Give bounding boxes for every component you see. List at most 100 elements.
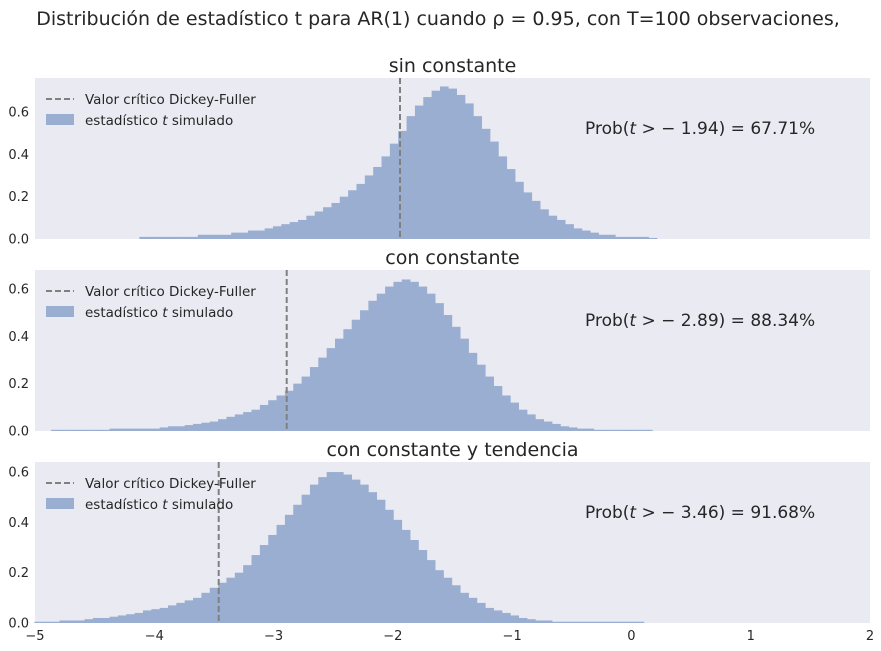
- histogram-bar: [314, 211, 324, 239]
- histogram-bar: [234, 414, 244, 431]
- histogram-bar: [615, 236, 624, 239]
- histogram-bar: [84, 429, 94, 431]
- histogram-bar: [485, 376, 494, 431]
- histogram-bar: [473, 116, 483, 239]
- histogram-bar: [218, 419, 227, 431]
- histogram-bar: [502, 612, 511, 623]
- histogram-bar: [535, 419, 545, 431]
- histogram-bar: [226, 416, 236, 431]
- y-tick-label: 0.4: [8, 330, 29, 345]
- probability-annotation: Prob(t > − 3.46) = 91.68%: [585, 503, 815, 523]
- histogram-bar: [159, 607, 169, 623]
- histogram-bar: [493, 386, 503, 431]
- histogram-bar: [510, 402, 520, 431]
- histogram-bar: [201, 592, 211, 623]
- histogram-bar: [401, 529, 411, 623]
- histogram-bar: [309, 484, 319, 623]
- histogram-bar: [318, 357, 327, 431]
- histogram-bar: [101, 429, 110, 431]
- histogram-bar: [518, 617, 528, 623]
- histogram-bar: [568, 427, 578, 431]
- histogram-bar: [481, 128, 491, 239]
- histogram-bar: [193, 423, 202, 431]
- histogram-bar: [276, 395, 286, 431]
- y-tick-label: 0.2: [8, 190, 29, 205]
- histogram-bar: [272, 226, 282, 239]
- histogram-bar: [59, 620, 69, 623]
- subplot-1: sin constante 0.0 0.2 0.4 0.6 Valor crítico D…: [8, 55, 870, 248]
- histogram-bar: [460, 592, 469, 623]
- legend-label: estadístico t simulado: [85, 305, 233, 321]
- histogram-bar: [568, 621, 578, 623]
- histogram-bar: [531, 200, 541, 239]
- histogram-bar: [515, 181, 524, 239]
- histogram-bar: [92, 429, 102, 431]
- histogram-bar: [627, 429, 636, 431]
- histogram-bar: [218, 582, 227, 623]
- histogram-bar: [264, 228, 274, 239]
- histogram-bar: [259, 404, 269, 431]
- histogram-bar: [565, 224, 574, 239]
- histogram-bar: [139, 236, 149, 239]
- histogram-bar: [298, 219, 307, 239]
- x-tick-label: −5: [25, 629, 44, 644]
- histogram-bar: [506, 169, 516, 239]
- histogram-bar: [151, 609, 160, 623]
- histogram-bar: [627, 621, 636, 623]
- histogram-bar: [76, 620, 85, 623]
- figure-title: Distribución de estadístico t para AR(1)…: [36, 8, 840, 30]
- histogram-bar: [172, 236, 182, 239]
- histogram-bar: [443, 314, 453, 431]
- histogram-bar: [301, 376, 311, 431]
- subplots: sin constante 0.0 0.2 0.4 0.6 Valor crítico D…: [8, 55, 874, 644]
- histogram-bar: [443, 577, 453, 623]
- histogram-bar: [335, 338, 344, 431]
- histogram-bar: [243, 412, 252, 431]
- histogram-bar: [206, 234, 215, 239]
- histogram-bar: [485, 607, 494, 623]
- histogram-bar: [134, 428, 144, 431]
- subplot-title: con constante y tendencia: [326, 439, 578, 461]
- histogram-bar: [222, 234, 232, 239]
- histogram-bar: [351, 479, 361, 623]
- histogram-bar: [126, 614, 135, 623]
- histogram-bar: [360, 310, 369, 431]
- histogram-bar: [251, 409, 261, 431]
- histogram-bar: [527, 414, 536, 431]
- histogram-bar: [201, 422, 211, 431]
- y-tick-label: 0.0: [8, 233, 29, 248]
- histogram-bar: [585, 428, 595, 431]
- histogram-bar: [406, 116, 416, 239]
- histogram-bar: [439, 86, 449, 239]
- histogram-bar: [168, 426, 177, 431]
- legend-label: estadístico t simulado: [85, 113, 233, 129]
- y-tick-label: 0.6: [8, 466, 29, 481]
- histogram-bar: [585, 621, 595, 623]
- legend-label: Valor crítico Dickey-Fuller: [85, 284, 256, 300]
- histogram-bar: [635, 621, 645, 623]
- legend: Valor crítico Dickey-Fuller estadístico t…: [46, 92, 256, 129]
- histogram-bar: [339, 196, 349, 239]
- histogram-bar: [448, 88, 457, 239]
- histogram-bar: [590, 232, 599, 239]
- histogram-bar: [426, 293, 436, 431]
- y-tick-label: 0.0: [8, 425, 29, 440]
- histogram-bar: [76, 429, 85, 431]
- histogram-bar: [373, 166, 382, 239]
- histogram-bar: [518, 409, 528, 431]
- histogram-bar: [231, 232, 240, 239]
- legend-label: Valor crítico Dickey-Fuller: [85, 476, 256, 492]
- histogram-bar: [623, 236, 633, 239]
- y-tick-label: 0.0: [8, 617, 29, 632]
- histogram-bar: [117, 615, 127, 623]
- histogram-bar: [577, 621, 586, 623]
- histogram-bar: [117, 428, 127, 431]
- histogram-bar: [368, 300, 378, 431]
- histogram-bar: [556, 219, 566, 239]
- histogram-bar: [239, 232, 249, 239]
- histogram-bar: [610, 621, 620, 623]
- histogram-bar: [193, 597, 202, 623]
- x-tick-label: −2: [383, 629, 402, 644]
- x-tick-label: −4: [145, 629, 164, 644]
